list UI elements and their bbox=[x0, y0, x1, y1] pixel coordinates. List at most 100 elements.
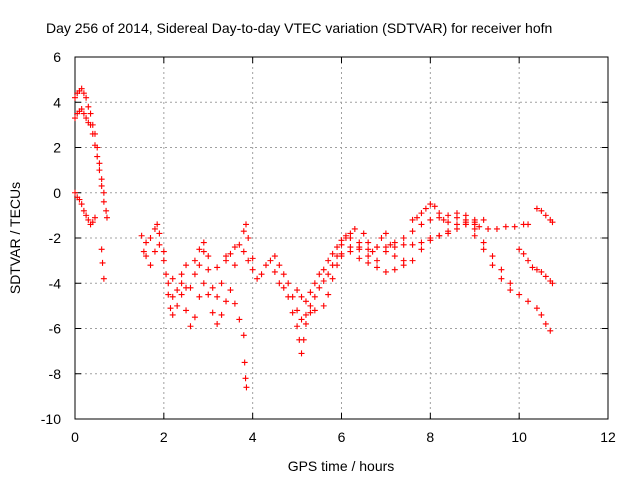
data-point bbox=[418, 246, 425, 253]
series-seg-i bbox=[169, 239, 256, 282]
data-point bbox=[538, 207, 545, 214]
y-tick-label: 6 bbox=[53, 49, 61, 65]
data-point bbox=[549, 280, 556, 287]
data-point bbox=[200, 280, 207, 287]
data-point bbox=[453, 225, 460, 232]
data-point bbox=[83, 212, 90, 219]
data-point bbox=[174, 302, 181, 309]
data-point bbox=[267, 257, 274, 264]
data-point bbox=[300, 336, 307, 343]
data-point bbox=[334, 262, 341, 269]
data-point bbox=[489, 262, 496, 269]
data-point bbox=[169, 275, 176, 282]
series-seg-f bbox=[140, 241, 185, 300]
data-point bbox=[187, 323, 194, 330]
series-seg-v bbox=[533, 205, 556, 226]
data-point bbox=[72, 115, 78, 122]
data-point bbox=[334, 244, 341, 251]
data-point bbox=[294, 287, 301, 294]
y-tick-label: -10 bbox=[41, 411, 61, 427]
data-point bbox=[320, 277, 327, 284]
data-point bbox=[342, 232, 349, 239]
data-point bbox=[218, 311, 225, 318]
data-point bbox=[245, 257, 252, 264]
data-point bbox=[98, 246, 105, 253]
data-point bbox=[338, 237, 345, 244]
data-point bbox=[245, 235, 252, 241]
data-point bbox=[138, 232, 145, 239]
data-point bbox=[262, 262, 269, 269]
data-point bbox=[316, 271, 323, 278]
data-point bbox=[427, 216, 434, 223]
data-point bbox=[178, 271, 185, 278]
data-point bbox=[409, 257, 416, 264]
data-point bbox=[80, 110, 87, 117]
data-point bbox=[249, 266, 256, 273]
data-point bbox=[98, 176, 105, 183]
data-point bbox=[276, 262, 283, 269]
data-point bbox=[476, 223, 483, 230]
series-seg-c bbox=[72, 189, 98, 228]
data-point bbox=[374, 257, 381, 264]
data-point bbox=[445, 212, 452, 219]
series-seg-o bbox=[347, 210, 469, 264]
series-seg-b bbox=[72, 106, 107, 205]
data-point bbox=[154, 221, 161, 228]
data-point bbox=[218, 280, 225, 287]
data-point bbox=[249, 255, 256, 262]
data-point bbox=[356, 255, 363, 262]
data-point bbox=[365, 246, 372, 253]
data-point bbox=[480, 216, 487, 223]
data-point bbox=[382, 248, 389, 255]
data-point bbox=[231, 300, 238, 307]
data-point bbox=[231, 244, 238, 251]
data-point bbox=[214, 320, 221, 327]
data-point bbox=[240, 228, 247, 235]
data-point bbox=[298, 350, 305, 357]
data-point bbox=[329, 250, 336, 257]
data-point bbox=[280, 271, 287, 278]
x-tick-label: 8 bbox=[426, 429, 434, 445]
data-point bbox=[436, 210, 443, 217]
chart-title: Day 256 of 2014, Sidereal Day-to-day VTE… bbox=[46, 20, 552, 36]
y-axis-label: SDTVAR / TECUs bbox=[7, 182, 23, 294]
data-point bbox=[100, 275, 107, 282]
axis-ticks: 0 2 4 6 8 10 12 -10 -8 -6 -4 -2 0 2 4 6 bbox=[41, 49, 616, 445]
data-point bbox=[258, 271, 265, 278]
data-point bbox=[525, 221, 532, 228]
data-point bbox=[223, 298, 230, 305]
data-point bbox=[507, 280, 514, 287]
x-tick-label: 12 bbox=[600, 429, 616, 445]
data-point bbox=[294, 307, 301, 314]
data-point bbox=[374, 244, 381, 251]
data-point bbox=[169, 311, 176, 318]
data-point bbox=[311, 280, 318, 287]
data-point bbox=[214, 293, 221, 300]
data-point bbox=[91, 214, 98, 221]
data-points bbox=[72, 85, 556, 391]
data-point bbox=[289, 309, 296, 316]
data-point bbox=[100, 189, 107, 196]
data-point bbox=[243, 221, 250, 228]
data-point bbox=[418, 239, 425, 246]
y-tick-label: 4 bbox=[53, 94, 61, 110]
data-point bbox=[89, 219, 96, 226]
data-point bbox=[369, 248, 376, 255]
series-seg-e bbox=[138, 221, 190, 318]
data-point bbox=[538, 311, 545, 318]
data-point bbox=[549, 219, 556, 226]
data-point bbox=[271, 253, 278, 260]
data-point bbox=[276, 280, 283, 287]
data-point bbox=[360, 230, 367, 237]
data-point bbox=[196, 262, 203, 269]
data-point bbox=[72, 189, 78, 196]
data-point bbox=[485, 225, 492, 232]
data-point bbox=[440, 216, 447, 223]
data-point bbox=[83, 94, 90, 101]
data-point bbox=[196, 246, 203, 253]
data-point bbox=[200, 248, 207, 255]
data-point bbox=[316, 284, 323, 291]
data-point bbox=[400, 235, 407, 241]
data-point bbox=[382, 268, 389, 275]
data-point bbox=[94, 153, 101, 160]
